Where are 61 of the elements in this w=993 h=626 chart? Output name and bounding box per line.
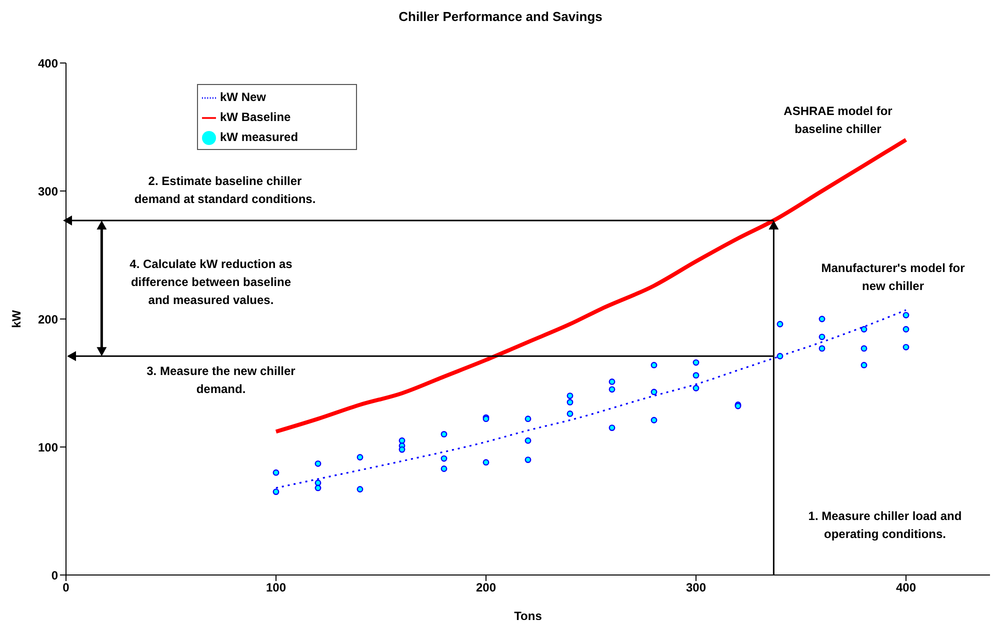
y-tick-label: 200 [38, 312, 58, 326]
point [356, 486, 364, 492]
point [272, 488, 280, 495]
annotation: Manufacturer's model for new chiller [821, 261, 966, 293]
point [860, 326, 868, 332]
y-tick-label: 100 [38, 440, 58, 454]
point [398, 437, 406, 444]
x-tick-label: 0 [62, 580, 70, 595]
legend-label: kW Baseline [220, 110, 291, 124]
point [902, 344, 910, 350]
point [692, 372, 700, 379]
point [608, 386, 616, 393]
point [818, 345, 826, 352]
point [524, 456, 532, 463]
annotation: 2. Estimate baseline chiller demand at standard conditions. [134, 174, 316, 206]
annotation: 3. Measure the new chiller demand. [146, 364, 296, 396]
annotation: 1. Measure chiller load and operating conditions. [808, 509, 962, 541]
point [524, 416, 532, 422]
point [902, 312, 910, 318]
point [314, 480, 322, 486]
annotation: ASHRAE model for baseline chiller [784, 104, 893, 136]
point [860, 362, 868, 368]
point [440, 431, 448, 438]
y-tick-label: 300 [38, 184, 58, 198]
point [608, 378, 616, 385]
point [902, 326, 910, 332]
y-tick-label: 400 [38, 56, 58, 70]
x-tick-label: 100 [266, 580, 286, 595]
x-tick-label: 300 [686, 580, 706, 595]
point [650, 362, 658, 368]
point [524, 437, 532, 444]
x-axis-title: Tons [514, 609, 542, 623]
point [776, 320, 784, 328]
x-tick-label: 200 [476, 580, 496, 595]
x-tick-label: 400 [896, 580, 916, 595]
point [314, 460, 322, 467]
annotation: 4. Calculate kW reduction as difference between baseline and measured values. [130, 257, 293, 307]
point [650, 388, 658, 396]
point [566, 392, 574, 399]
point [650, 416, 658, 424]
point [692, 384, 700, 392]
legend-label: kW New [220, 90, 266, 104]
point [440, 455, 448, 462]
point [356, 454, 364, 460]
chart-title: Chiller Performance and Savings [398, 9, 602, 24]
point [860, 345, 868, 352]
point [398, 446, 406, 453]
point [818, 316, 826, 322]
point [608, 424, 616, 431]
point [692, 359, 700, 366]
point [818, 334, 826, 340]
y-tick-label: 0 [51, 568, 58, 582]
point [566, 410, 574, 417]
point [566, 399, 574, 406]
point [482, 459, 490, 466]
point [440, 466, 448, 472]
point [776, 352, 784, 360]
point [314, 484, 322, 492]
y-axis-title: kW [9, 309, 24, 328]
point [272, 469, 280, 476]
legend-label: kW measured [220, 130, 298, 144]
